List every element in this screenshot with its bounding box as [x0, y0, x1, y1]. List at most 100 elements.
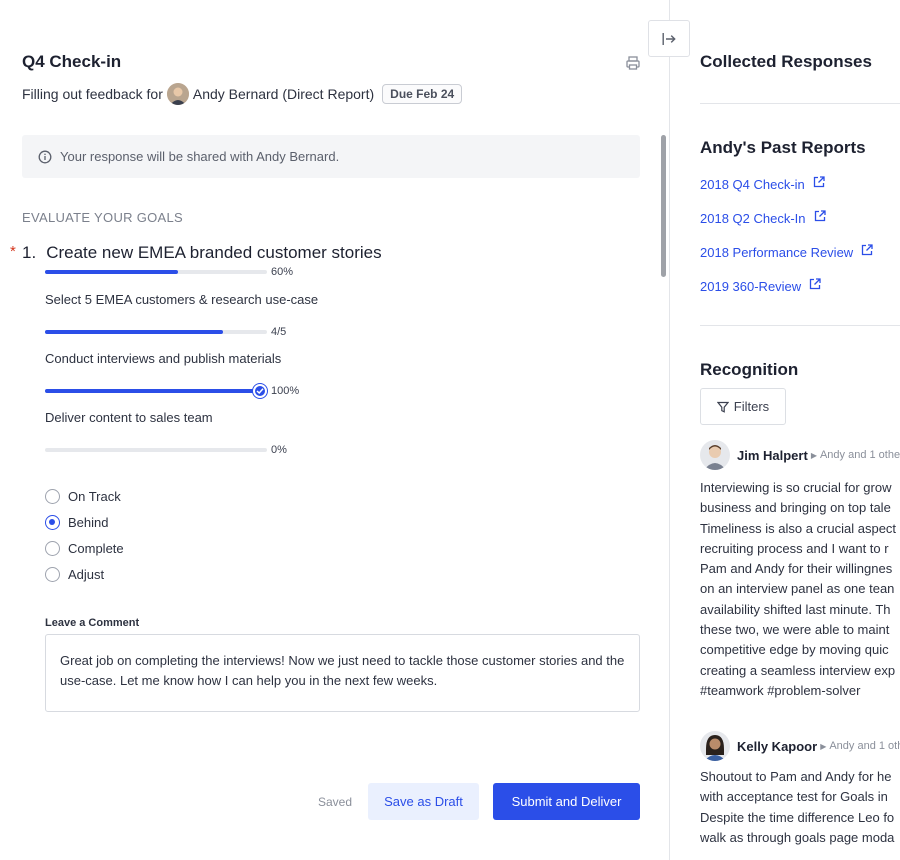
recognition-header: Jim Halpert ▶ Andy and 1 othe — [700, 440, 900, 470]
collected-responses-panel: Collected Responses Andy's Past Reports … — [700, 0, 900, 860]
panel-title: Collected Responses — [700, 52, 872, 71]
subgoal-progress-label: 100% — [271, 385, 300, 397]
recognition-line: Shoutout to Pam and Andy for he — [700, 769, 892, 784]
share-notice-text: Your response will be shared with Andy B… — [60, 149, 340, 164]
subgoal-progress-bar[interactable] — [45, 389, 267, 393]
recognition-text: Interviewing is so crucial for grow busi… — [700, 478, 900, 701]
past-report-link-label: 2018 Performance Review — [700, 245, 854, 260]
recognition-text: Shoutout to Pam and Andy for he with acc… — [700, 767, 900, 848]
recognition-header: Kelly Kapoor ▶ Andy and 1 oth — [700, 731, 900, 761]
past-report-link[interactable]: 2018 Q2 Check-In — [700, 209, 826, 226]
comment-textarea[interactable]: Great job on completing the interviews! … — [45, 634, 640, 712]
comment-label: Leave a Comment — [45, 617, 140, 629]
avatar — [166, 83, 189, 105]
recognition-line: Despite the time difference Leo fo — [700, 809, 895, 825]
status-radio-behind[interactable]: Behind — [45, 515, 108, 530]
recognition-line: Timeliness is also a crucial aspect — [700, 520, 897, 536]
recognition-line: these two, we were able to maint — [700, 622, 890, 638]
due-date-badge: Due Feb 24 — [382, 84, 463, 104]
goal-title: 1. Create new EMEA branded customer stori… — [22, 243, 382, 263]
goal-progress-bar — [45, 270, 267, 274]
radio-circle[interactable] — [45, 567, 60, 582]
goal-progress-fill — [45, 270, 179, 274]
radio-circle[interactable] — [45, 489, 60, 504]
complete-check-icon[interactable] — [253, 384, 267, 398]
report-person-name: Andy Bernard (Direct Report) — [192, 86, 375, 102]
page-title: Q4 Check-in — [22, 52, 122, 71]
external-link-icon — [810, 277, 821, 289]
caret-right-icon: ▶ — [820, 741, 827, 751]
filter-icon — [716, 401, 729, 413]
caret-right-icon: ▶ — [810, 450, 817, 460]
subtitle: Filling out feedback for Andy Bernard (D… — [22, 83, 463, 105]
subgoal-label: Select 5 EMEA customers & research use-c… — [45, 292, 319, 307]
recognition-line: with acceptance test for Goals in — [700, 789, 888, 805]
past-report-link[interactable]: 2018 Performance Review — [700, 243, 873, 260]
past-report-link[interactable]: 2019 360-Review — [700, 277, 821, 294]
avatar — [700, 440, 730, 470]
status-radio-complete[interactable]: Complete — [45, 541, 124, 556]
status-option-label: Complete — [68, 541, 124, 556]
filters-label: Filters — [733, 399, 770, 414]
section-heading: EVALUATE YOUR GOALS — [22, 210, 184, 225]
recognition-line: creating a seamless interview exp — [700, 662, 896, 678]
past-reports-heading: Andy's Past Reports — [700, 138, 866, 157]
recognition-recipients: Andy and 1 othe — [819, 449, 900, 461]
radio-circle[interactable] — [45, 515, 60, 530]
past-report-link-label: 2018 Q2 Check-In — [700, 211, 806, 226]
status-radio-adjust[interactable]: Adjust — [45, 567, 104, 582]
subgoal-label: Deliver content to sales team — [45, 410, 213, 425]
recognition-line: Interviewing is so crucial for grow — [700, 480, 892, 495]
recognizer-name[interactable]: Jim Halpert — [737, 447, 808, 463]
external-link-icon — [813, 175, 825, 187]
status-radio-on-track[interactable]: On Track — [45, 489, 121, 504]
external-link-icon — [862, 243, 873, 255]
recognition-line: business and bringing on top tale — [700, 500, 891, 516]
subgoal-progress-label: 4/5 — [271, 326, 287, 338]
recognition-recipients: Andy and 1 oth — [829, 740, 900, 752]
recognition-line: recruiting process and I want to r — [700, 540, 889, 556]
past-report-link-label: 2018 Q4 Check-in — [700, 177, 805, 192]
section-divider — [700, 103, 900, 104]
recognition-line: #teamwork #problem-solver — [700, 682, 861, 698]
scrollbar-thumb[interactable] — [661, 135, 666, 277]
print-icon[interactable] — [625, 55, 641, 71]
subgoal-label: Conduct interviews and publish materials — [45, 351, 282, 366]
subgoal-progress-bar[interactable] — [45, 448, 267, 452]
recognition-line: walk as through goals page moda — [700, 829, 895, 845]
recognizer-name[interactable]: Kelly Kapoor — [737, 738, 818, 754]
recognition-heading: Recognition — [700, 360, 799, 379]
status-option-label: Adjust — [68, 567, 105, 582]
recognition-line: competitive edge by moving quic — [700, 642, 889, 658]
saved-status: Saved — [318, 795, 353, 809]
subgoal-progress-fill — [45, 389, 267, 393]
share-notice: Your response will be shared with Andy B… — [22, 135, 640, 178]
info-icon — [38, 150, 52, 163]
filters-button[interactable]: Filters — [700, 388, 786, 425]
recognition-line: availability shifted last minute. Th — [700, 601, 891, 617]
submit-deliver-button[interactable]: Submit and Deliver — [493, 783, 640, 820]
status-option-label: Behind — [68, 515, 109, 530]
subtitle-prefix: Filling out feedback for — [22, 86, 163, 102]
past-report-link-label: 2019 360-Review — [700, 279, 802, 294]
panel-divider — [669, 0, 670, 860]
required-marker: * — [10, 243, 16, 260]
status-option-label: On Track — [68, 489, 121, 504]
goal-progress-label: 60% — [271, 266, 294, 278]
goal-number: 1. — [22, 243, 37, 262]
collapse-panel-button[interactable] — [648, 20, 690, 57]
past-report-link[interactable]: 2018 Q4 Check-in — [700, 175, 825, 192]
feedback-form-panel: Q4 Check-in Filling out feedback for And… — [10, 52, 666, 820]
subgoal-progress-fill — [45, 330, 223, 334]
radio-circle[interactable] — [45, 541, 60, 556]
recognition-line: on an interview panel as one tean — [700, 581, 895, 597]
collapse-arrow-icon — [662, 32, 676, 45]
save-draft-button[interactable]: Save as Draft — [368, 783, 479, 820]
subgoal-progress-bar[interactable] — [45, 330, 267, 334]
recognition-line: Pam and Andy for their willingnes — [700, 561, 893, 577]
avatar — [700, 731, 730, 761]
goal-title-text: Create new EMEA branded customer stories — [46, 243, 382, 262]
section-divider — [700, 325, 900, 326]
external-link-icon — [814, 209, 826, 221]
subgoal-progress-label: 0% — [271, 444, 287, 456]
